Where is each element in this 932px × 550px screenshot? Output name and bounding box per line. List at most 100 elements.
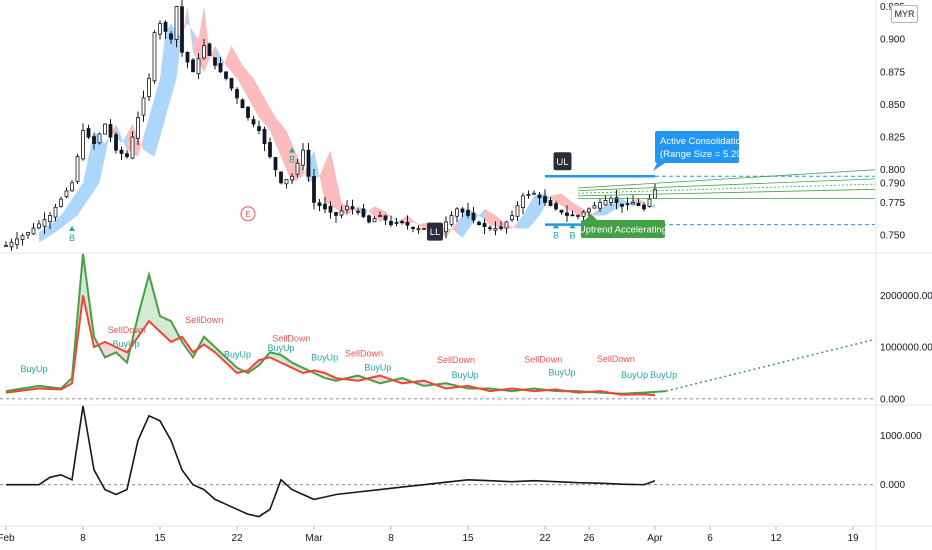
- candle-body: [229, 78, 234, 89]
- candle-body: [405, 222, 410, 226]
- trend-band-segment: [534, 194, 540, 222]
- candle-body: [97, 133, 102, 144]
- candle-body: [323, 203, 327, 210]
- candle-body: [92, 136, 96, 145]
- x-tick-label: 15: [462, 533, 474, 544]
- candle-body: [262, 128, 267, 145]
- price-tick-label: 0.800: [880, 165, 905, 176]
- trend-band-segment: [237, 55, 243, 89]
- candle-body: [411, 227, 415, 229]
- trend-band-segment: [99, 137, 105, 183]
- candle-body: [4, 245, 8, 247]
- volume-fill: [149, 274, 155, 327]
- candle-body: [218, 63, 223, 73]
- oscillator-pane[interactable]: [0, 405, 875, 518]
- volume-fill: [143, 274, 149, 329]
- volume-pane[interactable]: BuyUpSellDownBuyUpSellDownBuyUpSellDownB…: [0, 253, 876, 400]
- candle-body: [103, 123, 107, 135]
- trend-band-segment: [264, 97, 270, 131]
- candle-body: [422, 228, 426, 230]
- x-tick-label: Feb: [0, 533, 15, 544]
- candle-body: [191, 59, 195, 73]
- upper-limit-label: UL: [556, 157, 568, 168]
- candle-body: [70, 182, 74, 192]
- candle-body: [290, 175, 294, 181]
- x-tick-label: 22: [539, 533, 551, 544]
- trend-band-segment: [171, 23, 177, 98]
- candle-body: [378, 215, 382, 217]
- candle-body: [15, 238, 19, 245]
- volume-fill: [165, 318, 171, 342]
- trend-band-segment: [528, 195, 534, 229]
- trend-band-segment: [479, 208, 485, 221]
- buyup-signal: BuyUp: [548, 368, 575, 378]
- trend-band-segment: [182, 6, 188, 40]
- trend-band-segment: [248, 71, 254, 108]
- trend-band-segment: [61, 207, 67, 229]
- trend-band-segment: [77, 182, 83, 216]
- candle-body: [587, 208, 591, 213]
- trend-band-segment: [589, 212, 595, 216]
- trend-band-segment: [270, 107, 276, 144]
- candle-body: [9, 241, 14, 248]
- trend-band-segment: [556, 193, 562, 206]
- candle-body: [416, 228, 421, 231]
- trend-band-segment: [88, 130, 94, 200]
- candle-body: [339, 210, 344, 216]
- candle-body: [158, 23, 162, 35]
- trend-band-segment: [231, 45, 237, 79]
- candle-body: [301, 149, 305, 166]
- buyup-signal: BuyUp: [268, 343, 295, 353]
- candle-body: [119, 149, 124, 154]
- candle-body: [636, 202, 641, 207]
- candle-body: [273, 157, 278, 171]
- x-tick-label: 15: [154, 533, 166, 544]
- trend-band-segment: [627, 200, 633, 207]
- trend-band-segment: [66, 199, 72, 224]
- candle-body: [141, 97, 146, 116]
- candle-body: [257, 126, 261, 131]
- buyup-signal: BuyUp: [21, 364, 48, 374]
- trend-band-segment: [484, 208, 490, 225]
- consolidation-callout-range: (Range Size = 5.29%): [660, 149, 753, 160]
- sell-volume-line: [5, 295, 656, 397]
- candle-body: [471, 212, 476, 221]
- price-tick-label: 0.790: [880, 178, 905, 189]
- buy-marker-label: B: [289, 155, 295, 165]
- exit-marker-label: E: [245, 210, 250, 219]
- candle-body: [207, 43, 212, 56]
- trend-band-segment: [374, 206, 380, 222]
- candle-body: [504, 221, 509, 229]
- trend-band-segment: [226, 45, 232, 72]
- trend-band-segment: [160, 32, 166, 138]
- trend-band-segment: [611, 200, 617, 213]
- candle-body: [295, 162, 300, 175]
- candle-body: [537, 194, 542, 199]
- trend-band-segment: [187, 6, 193, 53]
- currency-badge[interactable]: MYR: [891, 5, 918, 23]
- buy-volume-line: [5, 253, 667, 395]
- candle-body: [548, 200, 553, 207]
- candle-body: [444, 221, 448, 233]
- buy-marker-label: B: [553, 230, 559, 240]
- trend-band-segment: [154, 78, 160, 157]
- candle-body: [460, 208, 465, 213]
- candle-body: [268, 142, 272, 158]
- trend-band-segment: [594, 208, 600, 216]
- candle-body: [279, 171, 283, 184]
- trend-band-segment: [352, 206, 358, 213]
- trend-band-segment: [242, 65, 248, 98]
- trend-band-segment: [165, 23, 171, 118]
- x-tick-label: 8: [388, 533, 394, 544]
- trend-band-segment: [369, 206, 375, 217]
- trend-band-segment: [286, 130, 292, 183]
- candle-body: [510, 215, 514, 220]
- buyup-signal: BuyUp: [113, 339, 140, 349]
- buy-marker-icon: [69, 226, 75, 232]
- x-tick-label: 26: [583, 533, 595, 544]
- trend-band-segment: [281, 124, 287, 170]
- candle-body: [345, 205, 349, 210]
- trend-band-segment: [50, 219, 56, 236]
